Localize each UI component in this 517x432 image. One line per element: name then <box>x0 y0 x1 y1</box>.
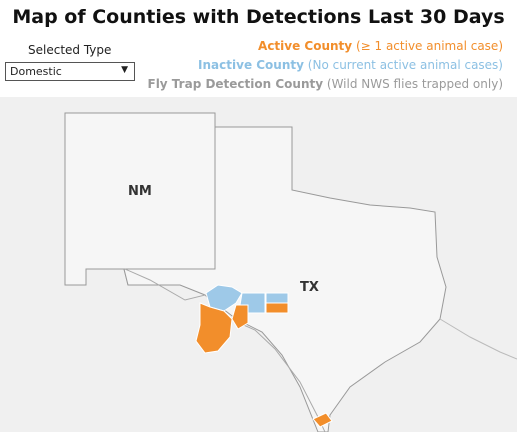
title: Map of Counties with Detections Last 30 … <box>12 6 505 28</box>
inactive-county <box>265 292 289 304</box>
map-label: TX <box>300 280 319 295</box>
type-dropdown[interactable]: Domestic ▼ <box>5 62 135 81</box>
active-county <box>195 302 233 354</box>
legend-name: Fly Trap Detection County <box>147 77 324 91</box>
legend-name: Inactive County <box>198 58 304 72</box>
legend-name: Active County <box>258 39 353 53</box>
state-nm <box>64 112 216 286</box>
coast <box>439 318 517 360</box>
legend-description: (≥ 1 active animal case) <box>355 39 503 53</box>
filter-label: Selected Type <box>28 43 112 57</box>
legend-description: (No current active animal cases) <box>307 58 503 72</box>
map: NM TX <box>0 97 517 432</box>
map-label: NM <box>128 184 152 199</box>
state-tx <box>123 126 447 432</box>
dropdown-value: Domestic <box>10 65 62 78</box>
active-county <box>265 302 289 314</box>
legend-item: Inactive County (No current active anima… <box>198 58 503 72</box>
legend-description: (Wild NWS flies trapped only) <box>326 77 503 91</box>
legend-item: Active County (≥ 1 active animal case) <box>258 39 503 53</box>
legend-item: Fly Trap Detection County (Wild NWS flie… <box>148 77 504 91</box>
active-county <box>312 412 333 428</box>
active-county <box>231 304 249 330</box>
dropdown-arrow: ▼ <box>121 65 128 75</box>
